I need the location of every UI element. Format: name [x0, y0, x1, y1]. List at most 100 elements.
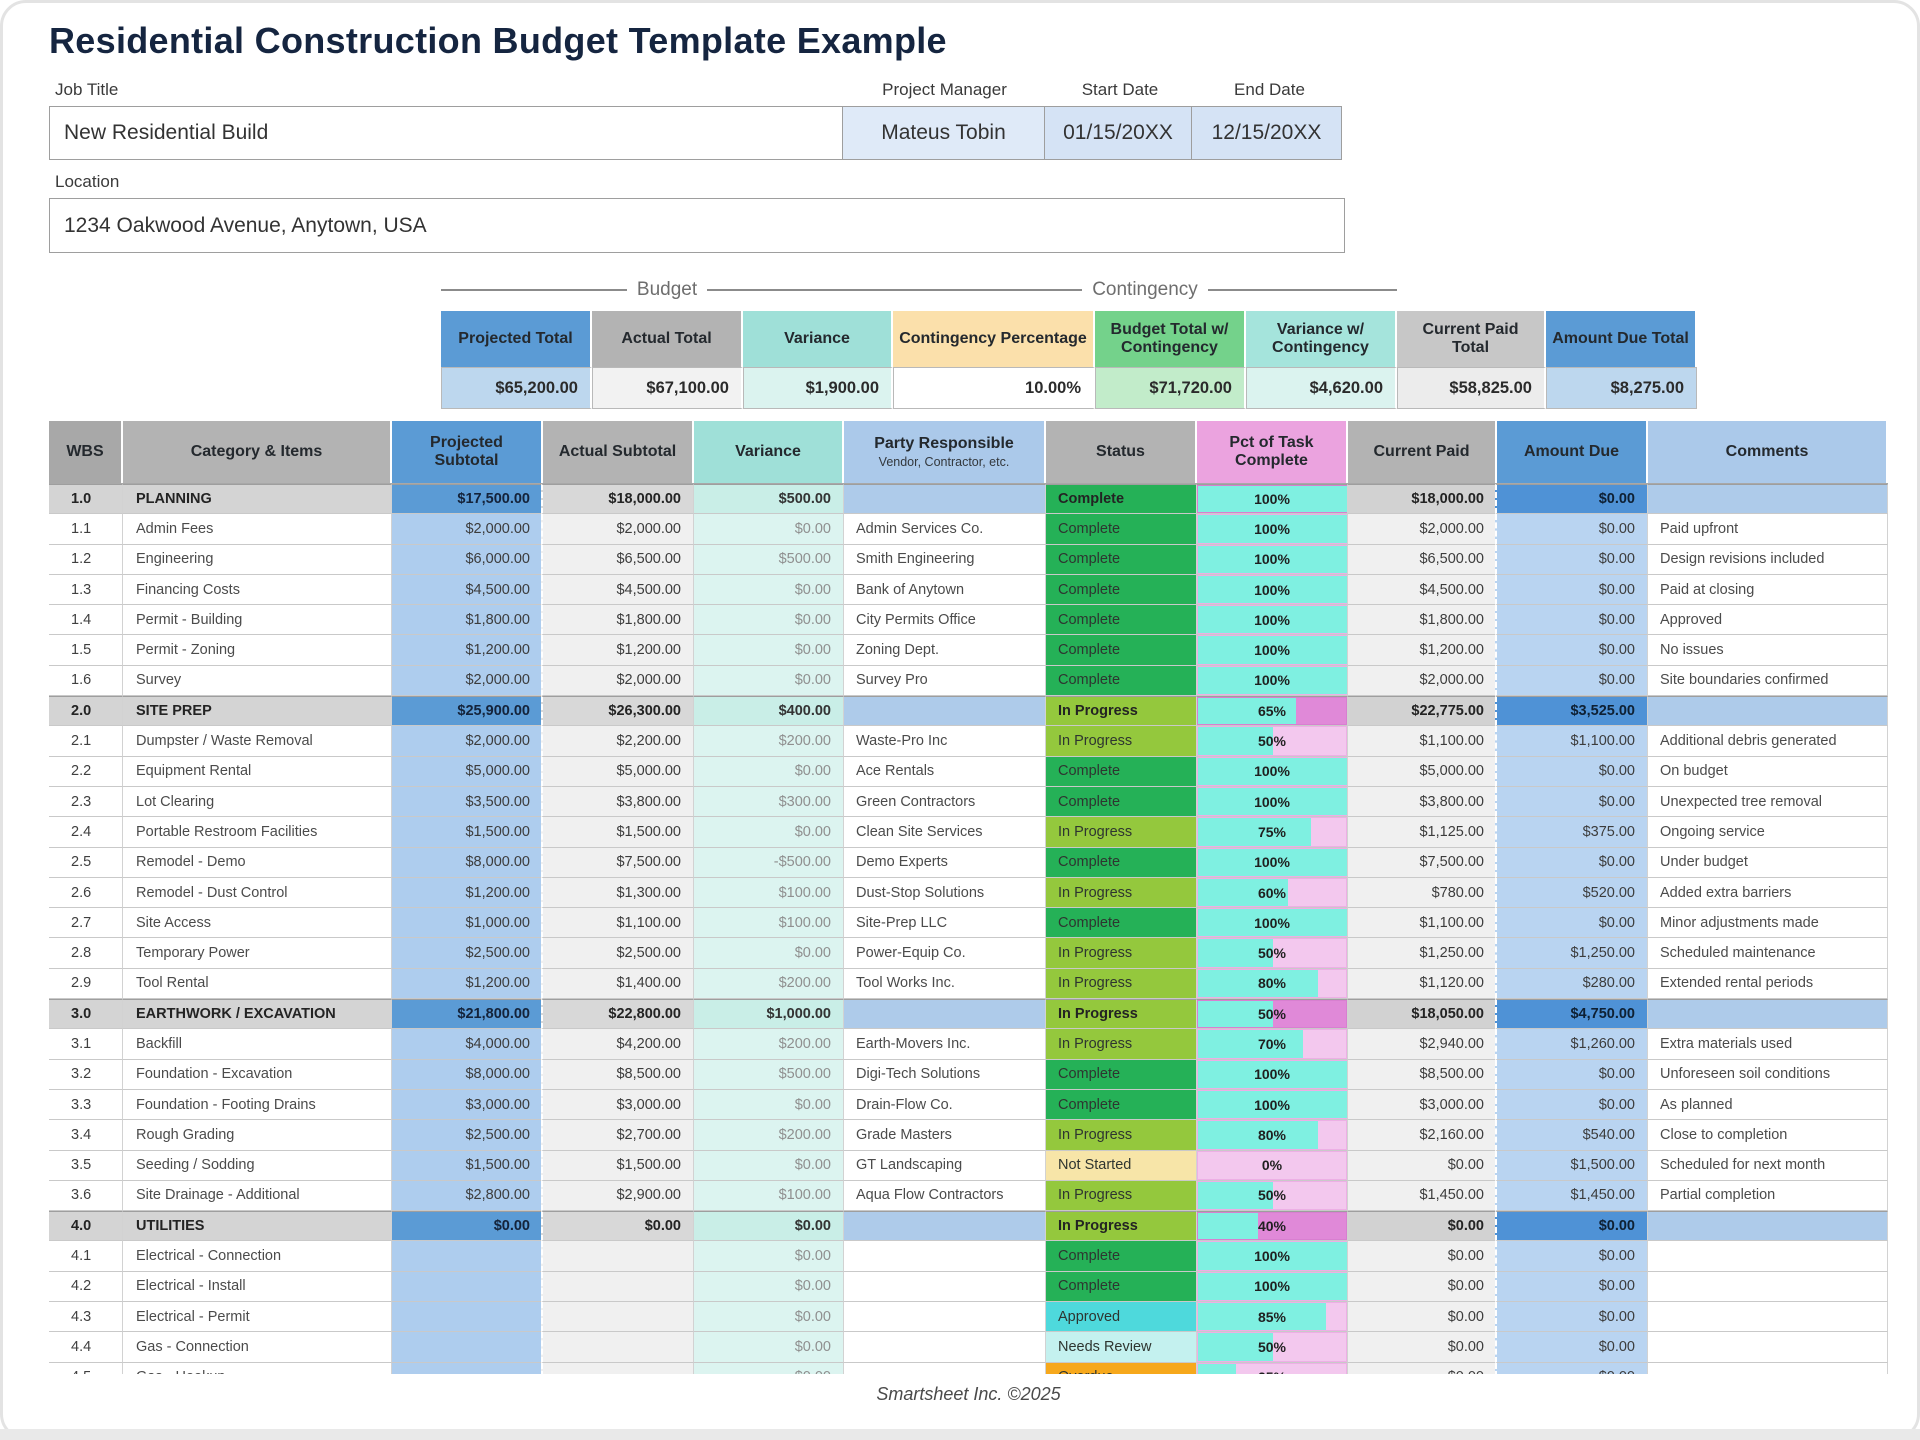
- cell-wbs[interactable]: 3.2: [49, 1059, 123, 1090]
- cell-wbs[interactable]: 2.7: [49, 908, 123, 939]
- cell-act[interactable]: $8,500.00: [541, 1059, 694, 1090]
- cell-act[interactable]: $22,800.00: [541, 999, 694, 1030]
- cell-status[interactable]: Needs Review: [1046, 1332, 1197, 1363]
- cell-party[interactable]: [844, 1362, 1046, 1374]
- cell-item[interactable]: PLANNING: [123, 484, 392, 515]
- cell-paid[interactable]: $4,500.00: [1348, 574, 1497, 606]
- start-date-field[interactable]: 01/15/20XX: [1044, 106, 1192, 160]
- cell-proj[interactable]: $2,000.00: [392, 514, 543, 545]
- cell-variance[interactable]: $0.00: [694, 938, 844, 969]
- cell-wbs[interactable]: 3.5: [49, 1150, 123, 1181]
- cell-comment[interactable]: [1648, 1362, 1888, 1374]
- cell-proj[interactable]: $5,000.00: [392, 756, 543, 787]
- cell-due[interactable]: $0.00: [1495, 544, 1648, 575]
- cell-comment[interactable]: Scheduled maintenance: [1648, 938, 1888, 969]
- cell-pct-of-task[interactable]: 100%: [1197, 1089, 1348, 1121]
- cell-wbs[interactable]: 1.0: [49, 484, 123, 515]
- cell-pct-of-task[interactable]: 50%: [1197, 1332, 1348, 1363]
- cell-due[interactable]: $0.00: [1495, 574, 1648, 606]
- cell-pct-of-task[interactable]: 50%: [1197, 999, 1348, 1030]
- cell-variance[interactable]: $0.00: [694, 1271, 844, 1303]
- cell-status[interactable]: In Progress: [1046, 1211, 1197, 1242]
- cell-variance[interactable]: $0.00: [694, 1362, 844, 1374]
- cell-proj[interactable]: $8,000.00: [392, 1059, 543, 1090]
- cell-paid[interactable]: $6,500.00: [1348, 544, 1497, 575]
- cell-status[interactable]: Complete: [1046, 847, 1197, 878]
- summary-value-cell[interactable]: $8,275.00: [1546, 367, 1697, 409]
- cell-item[interactable]: Lot Clearing: [123, 786, 392, 818]
- cell-status[interactable]: Complete: [1046, 605, 1197, 636]
- cell-party[interactable]: Zoning Dept.: [844, 635, 1046, 666]
- cell-party[interactable]: Ace Rentals: [844, 756, 1046, 787]
- cell-party[interactable]: Dust-Stop Solutions: [844, 877, 1046, 909]
- cell-item[interactable]: EARTHWORK / EXCAVATION: [123, 999, 392, 1030]
- cell-status[interactable]: Complete: [1046, 1241, 1197, 1272]
- cell-pct-of-task[interactable]: 100%: [1197, 544, 1348, 575]
- cell-act[interactable]: $4,500.00: [541, 574, 694, 606]
- cell-status[interactable]: In Progress: [1046, 1180, 1197, 1212]
- cell-paid[interactable]: $18,050.00: [1348, 999, 1497, 1030]
- cell-status[interactable]: Complete: [1046, 908, 1197, 939]
- cell-item[interactable]: Site Access: [123, 908, 392, 939]
- end-date-field[interactable]: 12/15/20XX: [1191, 106, 1342, 160]
- cell-due[interactable]: $280.00: [1495, 968, 1648, 1000]
- cell-pct-of-task[interactable]: 100%: [1197, 908, 1348, 939]
- cell-item[interactable]: SITE PREP: [123, 696, 392, 727]
- cell-party[interactable]: Smith Engineering: [844, 544, 1046, 575]
- cell-act[interactable]: $1,200.00: [541, 635, 694, 666]
- cell-status[interactable]: In Progress: [1046, 726, 1197, 757]
- cell-paid[interactable]: $5,000.00: [1348, 756, 1497, 787]
- cell-due[interactable]: $0.00: [1495, 908, 1648, 939]
- cell-wbs[interactable]: 3.3: [49, 1089, 123, 1121]
- cell-status[interactable]: In Progress: [1046, 817, 1197, 848]
- cell-proj[interactable]: $2,500.00: [392, 938, 543, 969]
- cell-pct-of-task[interactable]: 100%: [1197, 635, 1348, 666]
- cell-pct-of-task[interactable]: 50%: [1197, 726, 1348, 757]
- cell-pct-of-task[interactable]: 100%: [1197, 1271, 1348, 1303]
- cell-comment[interactable]: Ongoing service: [1648, 817, 1888, 848]
- cell-item[interactable]: Survey: [123, 665, 392, 697]
- cell-act[interactable]: $1,800.00: [541, 605, 694, 636]
- cell-proj[interactable]: $3,000.00: [392, 1089, 543, 1121]
- cell-due[interactable]: $0.00: [1495, 756, 1648, 787]
- cell-status[interactable]: Complete: [1046, 786, 1197, 818]
- cell-proj[interactable]: $2,500.00: [392, 1120, 543, 1151]
- cell-variance[interactable]: -$500.00: [694, 847, 844, 878]
- cell-paid[interactable]: $3,000.00: [1348, 1089, 1497, 1121]
- cell-proj[interactable]: $21,800.00: [392, 999, 543, 1030]
- cell-act[interactable]: $1,500.00: [541, 817, 694, 848]
- cell-variance[interactable]: $0.00: [694, 1089, 844, 1121]
- cell-wbs[interactable]: 2.3: [49, 786, 123, 818]
- cell-wbs[interactable]: 2.1: [49, 726, 123, 757]
- cell-proj[interactable]: [392, 1271, 543, 1303]
- cell-status[interactable]: In Progress: [1046, 1029, 1197, 1060]
- cell-proj[interactable]: $3,500.00: [392, 786, 543, 818]
- cell-status[interactable]: In Progress: [1046, 877, 1197, 909]
- cell-due[interactable]: $1,100.00: [1495, 726, 1648, 757]
- cell-item[interactable]: Permit - Zoning: [123, 635, 392, 666]
- cell-act[interactable]: $26,300.00: [541, 696, 694, 727]
- cell-status[interactable]: In Progress: [1046, 968, 1197, 1000]
- cell-party[interactable]: [844, 484, 1046, 515]
- cell-item[interactable]: Electrical - Connection: [123, 1241, 392, 1272]
- cell-proj[interactable]: $4,000.00: [392, 1029, 543, 1060]
- cell-wbs[interactable]: 2.0: [49, 696, 123, 727]
- cell-variance[interactable]: $0.00: [694, 1211, 844, 1242]
- cell-variance[interactable]: $0.00: [694, 817, 844, 848]
- cell-proj[interactable]: $2,000.00: [392, 726, 543, 757]
- cell-status[interactable]: In Progress: [1046, 1120, 1197, 1151]
- cell-wbs[interactable]: 2.6: [49, 877, 123, 909]
- cell-paid[interactable]: $0.00: [1348, 1302, 1497, 1333]
- location-field[interactable]: 1234 Oakwood Avenue, Anytown, USA: [49, 198, 1345, 253]
- cell-act[interactable]: $6,500.00: [541, 544, 694, 575]
- cell-paid[interactable]: $1,450.00: [1348, 1180, 1497, 1212]
- cell-paid[interactable]: $3,800.00: [1348, 786, 1497, 818]
- cell-pct-of-task[interactable]: 60%: [1197, 877, 1348, 909]
- summary-value-cell[interactable]: $71,720.00: [1095, 367, 1246, 409]
- cell-paid[interactable]: $1,250.00: [1348, 938, 1497, 969]
- cell-act[interactable]: $2,900.00: [541, 1180, 694, 1212]
- summary-value-cell[interactable]: $67,100.00: [592, 367, 743, 409]
- cell-act[interactable]: $5,000.00: [541, 756, 694, 787]
- cell-status[interactable]: Complete: [1046, 1271, 1197, 1303]
- cell-act[interactable]: $3,800.00: [541, 786, 694, 818]
